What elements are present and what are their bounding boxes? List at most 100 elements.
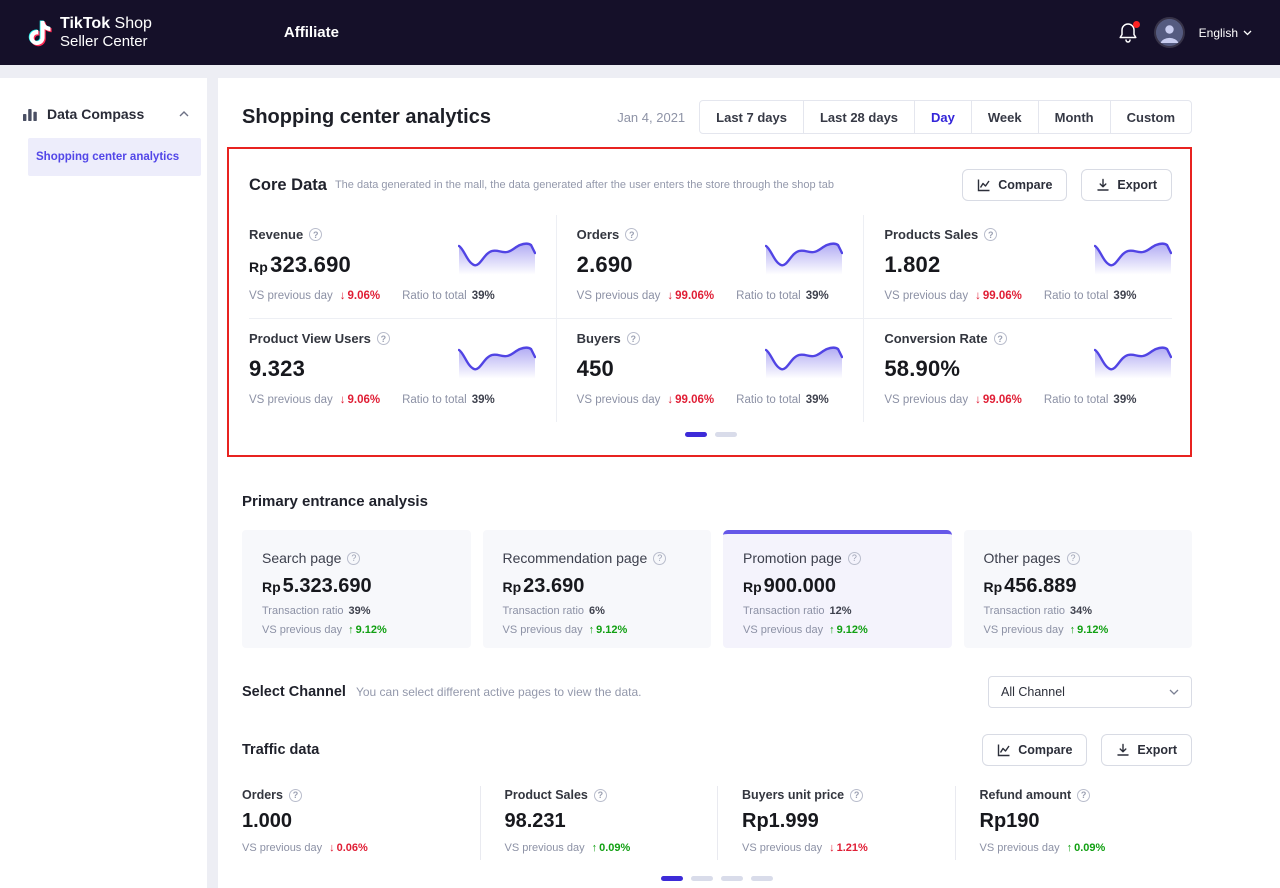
range-last-28-days[interactable]: Last 28 days: [802, 100, 916, 134]
entrance-cards: Search page Rp5.323.690 Transaction rati…: [242, 530, 1192, 648]
help-icon[interactable]: [289, 788, 302, 802]
notification-bell-icon[interactable]: [1118, 20, 1140, 45]
transaction-ratio-value: 34%: [1070, 605, 1093, 617]
compare-button[interactable]: Compare: [982, 734, 1088, 766]
sparkline-chart: [458, 340, 536, 382]
ratio-label: Ratio to total: [1043, 290, 1109, 302]
transaction-ratio-label: Transaction ratio: [743, 605, 825, 617]
help-icon[interactable]: [1077, 788, 1091, 802]
metric-value: 2.690: [576, 252, 633, 277]
ratio-value: 39%: [471, 394, 495, 406]
traffic-metric-buyers-unit-price: Buyers unit price Rp1.999 VS previous da…: [717, 786, 955, 860]
help-icon[interactable]: [626, 332, 640, 345]
export-button[interactable]: Export: [1101, 734, 1192, 766]
range-week[interactable]: Week: [970, 100, 1039, 134]
range-day[interactable]: Day: [914, 100, 972, 134]
line-chart-icon: [977, 178, 991, 192]
change-value: 9.12%: [348, 624, 387, 636]
pagination-dot[interactable]: [751, 876, 773, 881]
pagination-dot[interactable]: [714, 432, 737, 437]
help-icon[interactable]: [625, 228, 639, 241]
compare-button[interactable]: Compare: [962, 169, 1068, 201]
ratio-value: 39%: [1113, 290, 1137, 302]
language-label: English: [1198, 25, 1238, 40]
current-date-label: Jan 4, 2021: [617, 109, 686, 125]
help-icon[interactable]: [993, 332, 1007, 345]
ratio-value: 39%: [1113, 394, 1137, 406]
metric-label: Revenue: [249, 227, 304, 242]
page-title: Shopping center analytics: [242, 105, 491, 128]
help-icon[interactable]: [593, 788, 607, 802]
metric-label: Conversion Rate: [884, 331, 988, 346]
change-value: 99.06%: [975, 290, 1022, 302]
pagination-dot[interactable]: [661, 876, 683, 881]
help-icon[interactable]: [850, 788, 864, 802]
ratio-label: Ratio to total: [736, 290, 801, 302]
metric-value: Rp323.690: [249, 252, 351, 277]
pagination-dot[interactable]: [721, 876, 743, 881]
help-icon[interactable]: [376, 332, 390, 345]
sparkline-chart: [1094, 236, 1172, 278]
metric-card-products-sales: Products Sales 1.802 VS previous day 99.…: [864, 215, 1172, 319]
logo-word-shop: Shop: [110, 15, 152, 33]
sparkline-chart: [765, 236, 843, 278]
vs-previous-label: VS previous day: [249, 290, 333, 302]
chevron-up-icon: [179, 111, 189, 117]
help-icon[interactable]: [347, 551, 361, 565]
change-value: 1.21%: [829, 842, 868, 854]
range-last-7-days[interactable]: Last 7 days: [699, 100, 804, 134]
change-value: 99.06%: [975, 394, 1022, 406]
pagination-dot[interactable]: [691, 876, 713, 881]
metric-value: 1.000: [242, 810, 293, 832]
core-data-pagination: [249, 432, 1172, 437]
vs-previous-label: VS previous day: [502, 624, 583, 636]
vs-previous-label: VS previous day: [249, 394, 333, 406]
range-custom[interactable]: Custom: [1109, 100, 1192, 134]
download-icon: [1116, 743, 1130, 757]
help-icon[interactable]: [1066, 551, 1080, 565]
metric-label: Buyers: [576, 331, 621, 346]
chevron-down-icon: [1243, 30, 1252, 35]
metric-card-orders: Orders 2.690 VS previous day 99.06% Rati…: [556, 215, 865, 319]
language-selector[interactable]: English: [1199, 26, 1252, 40]
help-icon[interactable]: [984, 228, 998, 241]
sidebar-item-shopping-center-analytics[interactable]: Shopping center analytics: [28, 138, 201, 176]
ratio-label: Ratio to total: [402, 290, 467, 302]
sidebar-section-data-compass[interactable]: Data Compass: [0, 106, 207, 122]
pagination-dot[interactable]: [684, 432, 707, 437]
help-icon[interactable]: [309, 228, 323, 241]
sidebar: Data Compass Shopping center analytics: [0, 78, 207, 888]
entrance-card-search-page[interactable]: Search page Rp5.323.690 Transaction rati…: [242, 530, 471, 648]
vs-previous-label: VS previous day: [504, 842, 585, 854]
channel-dropdown[interactable]: All Channel: [988, 676, 1192, 708]
vs-previous-label: VS previous day: [979, 842, 1060, 854]
change-value: 99.06%: [667, 290, 714, 302]
change-value: 0.09%: [1067, 842, 1105, 854]
range-month[interactable]: Month: [1037, 100, 1111, 134]
tiktok-note-icon: [28, 19, 52, 47]
metric-value: Rp190: [979, 810, 1040, 832]
nav-item-affiliate[interactable]: Affiliate: [283, 24, 339, 41]
sparkline-chart: [458, 236, 536, 278]
help-icon[interactable]: [653, 551, 667, 565]
transaction-ratio-label: Transaction ratio: [502, 605, 585, 617]
ratio-label: Ratio to total: [1043, 394, 1109, 406]
help-icon[interactable]: [847, 551, 861, 565]
traffic-metric-product-sales: Product Sales 98.231 VS previous day0.09…: [479, 786, 718, 860]
ratio-value: 39%: [805, 290, 829, 302]
user-avatar[interactable]: [1155, 19, 1183, 46]
vs-previous-label: VS previous day: [884, 394, 969, 406]
entrance-value: Rp 5.323.690: [262, 575, 372, 597]
ratio-value: 39%: [471, 290, 495, 302]
traffic-metric-orders: Orders 1.000 VS previous day0.06%: [242, 786, 480, 860]
export-button[interactable]: Export: [1081, 169, 1172, 201]
change-value: 9.12%: [1070, 624, 1108, 636]
metric-value: 9.323: [249, 356, 306, 381]
change-value: 99.06%: [667, 394, 714, 406]
sparkline-chart: [765, 340, 843, 382]
ratio-label: Ratio to total: [402, 394, 467, 406]
transaction-ratio-label: Transaction ratio: [983, 605, 1066, 617]
